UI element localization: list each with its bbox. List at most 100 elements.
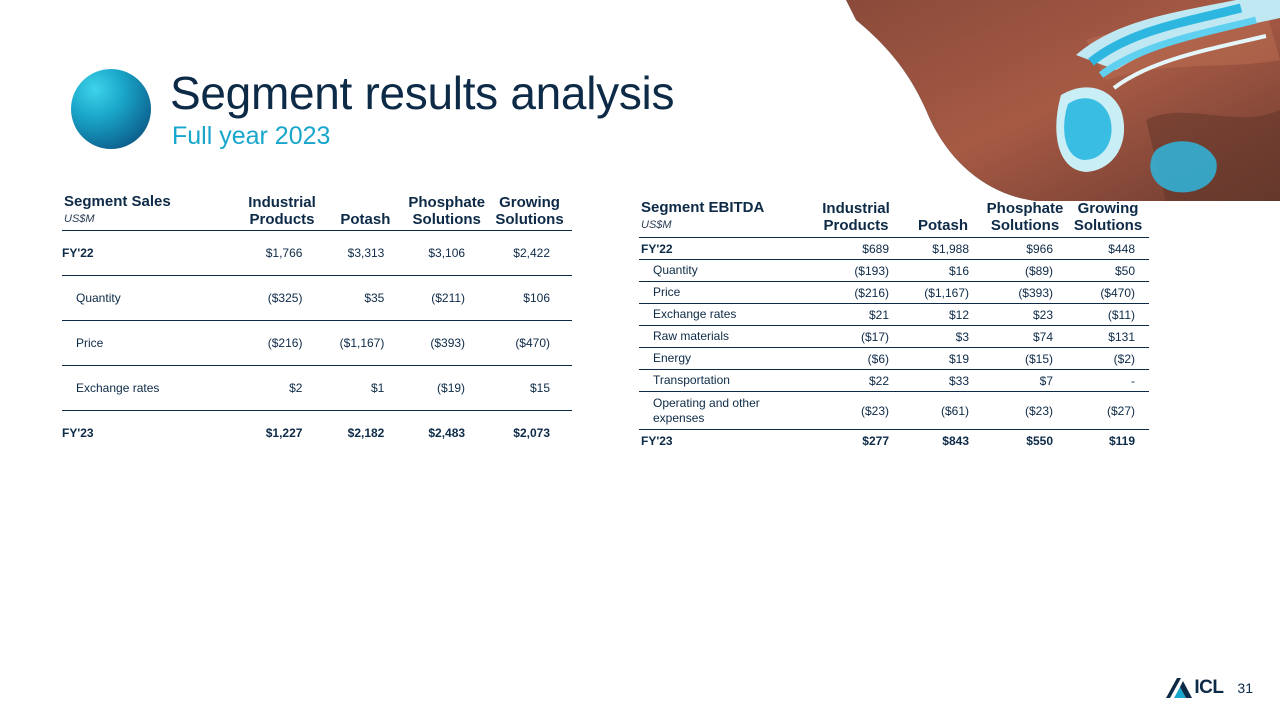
table-cell: $23 xyxy=(983,303,1067,326)
table-cell: $15 xyxy=(487,365,572,411)
footer: ICL 31 xyxy=(1166,677,1253,699)
column-header: Potash xyxy=(324,190,407,231)
ebitda-table-unit: US$M xyxy=(641,219,672,231)
table-cell: $106 xyxy=(487,275,572,321)
table-cell: ($6) xyxy=(809,347,903,370)
table-cell: $2,422 xyxy=(487,230,572,276)
table-cell: $131 xyxy=(1067,325,1149,348)
row-label: Quantity xyxy=(639,259,809,282)
table-row: Transportation $22 $33 $7 - xyxy=(639,369,1149,392)
table-row: Quantity ($193) $16 ($89) $50 xyxy=(639,259,1149,282)
table-cell: $3 xyxy=(903,325,983,348)
table-cell: $74 xyxy=(983,325,1067,348)
table-cell: $7 xyxy=(983,369,1067,392)
table-cell: $1,766 xyxy=(239,230,325,276)
column-header: Growing Solutions xyxy=(1067,194,1149,238)
table-cell: ($23) xyxy=(809,391,903,430)
sales-table-unit: US$M xyxy=(64,213,95,225)
ebitda-table-header: Segment EBITDA US$M xyxy=(639,194,809,238)
icl-logo-text: ICL xyxy=(1194,677,1224,698)
table-row: Energy ($6) $19 ($15) ($2) xyxy=(639,347,1149,370)
decorative-sphere xyxy=(71,69,151,149)
row-label: FY'23 xyxy=(62,426,94,441)
table-row: Exchange rates $21 $12 $23 ($11) xyxy=(639,303,1149,326)
table-row: Price ($216) ($1,167) ($393) ($470) xyxy=(62,320,572,366)
table-cell: $33 xyxy=(903,369,983,392)
page-subtitle: Full year 2023 xyxy=(172,122,331,150)
table-cell: $35 xyxy=(324,275,407,321)
table-cell: $19 xyxy=(903,347,983,370)
table-cell: $50 xyxy=(1067,259,1149,282)
table-cell: $689 xyxy=(809,237,903,260)
table-row: Raw materials ($17) $3 $74 $131 xyxy=(639,325,1149,348)
table-cell: $277 xyxy=(862,433,889,448)
sales-table-header: Segment Sales US$M xyxy=(62,190,240,231)
table-cell: $1,988 xyxy=(903,237,983,260)
table-cell: ($216) xyxy=(239,320,325,366)
table-cell: ($325) xyxy=(239,275,325,321)
segment-sales-table: Segment Sales US$M Industrial Products Po… xyxy=(62,190,572,456)
row-label: Price xyxy=(639,281,809,304)
table-cell: $2,182 xyxy=(347,426,385,441)
table-cell: ($211) xyxy=(406,275,488,321)
table-cell: ($393) xyxy=(983,281,1067,304)
table-row: FY'23 $277 $843 $550 $119 xyxy=(639,430,1149,452)
row-label: Quantity xyxy=(62,275,240,321)
column-header: Industrial Products xyxy=(239,190,325,231)
table-cell: ($470) xyxy=(487,320,572,366)
table-cell: ($1,167) xyxy=(324,320,407,366)
segment-ebitda-table: Segment EBITDA US$M Industrial Products P… xyxy=(639,194,1149,452)
table-cell: ($89) xyxy=(983,259,1067,282)
table-cell: ($61) xyxy=(903,391,983,430)
table-row: FY'22 $689 $1,988 $966 $448 xyxy=(639,237,1149,260)
table-cell: ($193) xyxy=(809,259,903,282)
column-header: Phosphate Solutions xyxy=(406,190,488,231)
column-header: Industrial Products xyxy=(809,194,903,238)
icl-logo: ICL xyxy=(1166,677,1224,699)
table-cell: $119 xyxy=(1108,433,1135,448)
table-cell: ($17) xyxy=(809,325,903,348)
table-cell: ($470) xyxy=(1067,281,1149,304)
table-row: FY'22 $1,766 $3,313 $3,106 $2,422 xyxy=(62,230,572,276)
row-label: Price xyxy=(62,320,240,366)
row-label: FY'22 xyxy=(639,237,809,260)
table-cell: $2,483 xyxy=(428,426,466,441)
table-row: Exchange rates $2 $1 ($19) $15 xyxy=(62,365,572,411)
row-label: Energy xyxy=(639,347,809,370)
icl-logo-mark-icon xyxy=(1166,678,1193,698)
page-title: Segment results analysis xyxy=(170,67,675,119)
table-cell: ($1,167) xyxy=(903,281,983,304)
ebitda-table-title: Segment EBITDA xyxy=(641,199,765,216)
table-cell: $448 xyxy=(1067,237,1149,260)
table-cell: $16 xyxy=(903,259,983,282)
row-label: Operating and other expenses xyxy=(639,391,809,430)
table-row: Quantity ($325) $35 ($211) $106 xyxy=(62,275,572,321)
table-cell: ($15) xyxy=(983,347,1067,370)
table-cell: $1 xyxy=(324,365,407,411)
table-row: Price ($216) ($1,167) ($393) ($470) xyxy=(639,281,1149,304)
table-row: Operating and other expenses ($23) ($61)… xyxy=(639,391,1149,430)
table-cell: $843 xyxy=(942,433,969,448)
table-cell: ($27) xyxy=(1067,391,1149,430)
table-cell: ($393) xyxy=(406,320,488,366)
row-label: FY'22 xyxy=(62,230,240,276)
table-cell: $21 xyxy=(809,303,903,326)
table-cell: ($23) xyxy=(983,391,1067,430)
table-cell: - xyxy=(1067,369,1149,392)
row-label: Transportation xyxy=(639,369,809,392)
column-header: Growing Solutions xyxy=(487,190,572,231)
column-header: Phosphate Solutions xyxy=(983,194,1067,238)
table-cell: $2,073 xyxy=(513,426,550,441)
column-header: Potash xyxy=(903,194,983,238)
sales-table-title: Segment Sales xyxy=(64,193,171,210)
table-cell: ($216) xyxy=(809,281,903,304)
row-label: Raw materials xyxy=(639,325,809,348)
table-cell: ($11) xyxy=(1067,303,1149,326)
table-cell: $12 xyxy=(903,303,983,326)
table-cell: $3,313 xyxy=(324,230,407,276)
aerial-photo-evaporation-ponds xyxy=(846,0,1280,201)
row-label: FY'23 xyxy=(641,433,673,448)
table-cell: ($19) xyxy=(406,365,488,411)
table-cell: $2 xyxy=(239,365,325,411)
table-row: FY'23 $1,227 $2,182 $2,483 $2,073 xyxy=(62,411,572,456)
